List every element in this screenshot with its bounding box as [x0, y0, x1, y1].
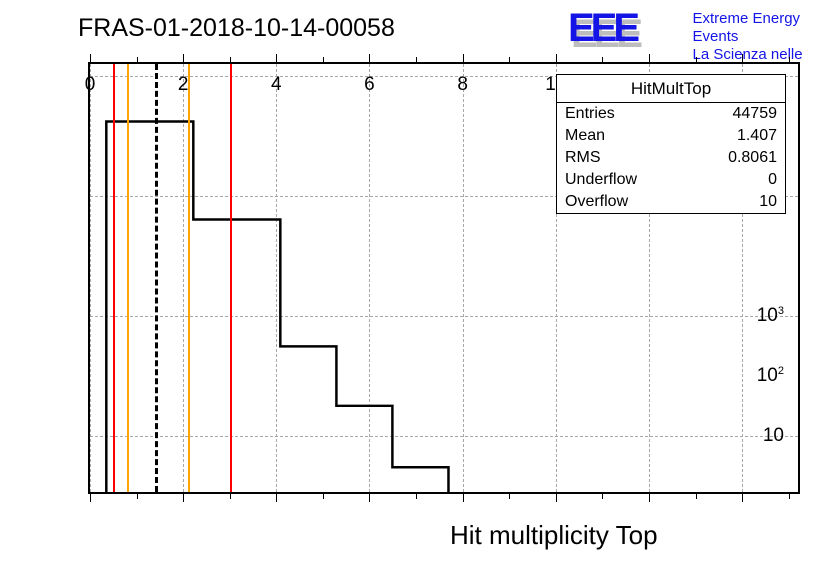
stats-box-title: HitMultTop	[557, 75, 785, 103]
tick-mark-top	[183, 54, 184, 64]
tick-mark-top	[90, 54, 91, 64]
tick-mark-top	[416, 57, 417, 64]
marker-line-red-1	[113, 64, 115, 492]
tick-mark	[602, 492, 603, 499]
stats-row-mean: Mean 1.407	[557, 125, 785, 147]
y-tick-label: 103	[757, 305, 784, 327]
tick-mark-top	[649, 54, 650, 64]
tick-mark	[509, 492, 510, 499]
tick-mark	[742, 492, 743, 502]
x-tick-label: 0	[85, 74, 96, 520]
tick-mark-top	[556, 54, 557, 64]
histogram-plot-area: 0 2 4 6 8 10 12 14 10 103 104 102	[88, 62, 800, 494]
stats-row-entries: Entries 44759	[557, 103, 785, 125]
tick-mark-top	[789, 57, 790, 64]
marker-line-orange-1	[127, 64, 129, 492]
eee-logo-text: EEE	[568, 8, 685, 48]
stats-row-rms: RMS 0.8061	[557, 147, 785, 169]
tick-mark	[137, 492, 138, 499]
root-histogram-canvas: FRAS-01-2018-10-14-00058 EEE EEE Extreme…	[0, 0, 836, 572]
stats-row-underflow: Underflow 0	[557, 169, 785, 191]
tick-mark	[369, 492, 370, 502]
tick-mark	[90, 492, 91, 502]
tick-mark-top	[276, 54, 277, 64]
tick-mark	[789, 492, 790, 499]
tick-mark-top	[696, 57, 697, 64]
tick-mark	[276, 492, 277, 502]
tick-mark	[556, 492, 557, 502]
tick-mark-top	[509, 57, 510, 64]
x-tick-label: 6	[364, 74, 375, 520]
tick-mark-top	[369, 54, 370, 64]
stats-box: HitMultTop Entries 44759 Mean 1.407 RMS …	[556, 74, 786, 214]
tick-mark	[183, 492, 184, 502]
tick-mark	[696, 492, 697, 499]
tick-mark	[463, 492, 464, 502]
plot-title: FRAS-01-2018-10-14-00058	[78, 14, 395, 43]
x-tick-label: 2	[178, 74, 189, 520]
x-tick-label: 8	[457, 74, 468, 520]
tick-mark-top	[323, 57, 324, 64]
x-axis-title: Hit multiplicity Top	[450, 520, 658, 551]
tick-mark-top	[742, 54, 743, 64]
marker-line-dashed	[155, 64, 158, 492]
stats-row-overflow: Overflow 10	[557, 191, 785, 213]
marker-line-red-2	[230, 64, 232, 492]
y-tick-label: 10	[763, 425, 784, 447]
tick-mark-top	[463, 54, 464, 64]
tick-mark	[323, 492, 324, 499]
tick-mark-top	[602, 57, 603, 64]
tick-mark	[649, 492, 650, 502]
tick-mark	[416, 492, 417, 499]
x-tick-label: 4	[271, 74, 282, 520]
y-tick-label-100: 102	[757, 365, 784, 387]
tick-mark-top	[230, 57, 231, 64]
tick-mark	[230, 492, 231, 499]
tick-mark-top	[137, 57, 138, 64]
